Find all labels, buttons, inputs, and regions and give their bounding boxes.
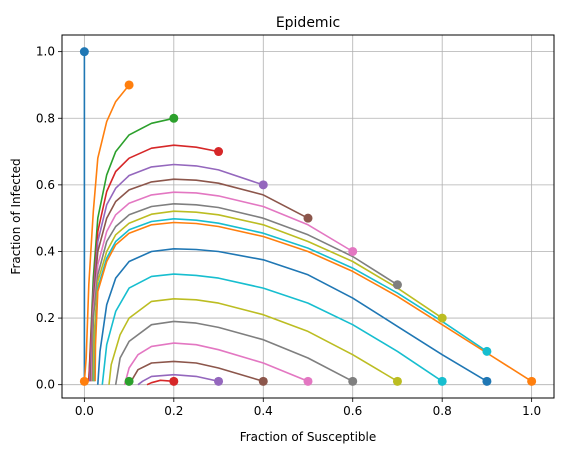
series-line-15 <box>123 342 309 385</box>
start-point-13 <box>392 376 402 386</box>
start-point-14 <box>348 376 358 386</box>
start-point-9 <box>482 346 492 356</box>
start-point-7 <box>392 280 402 290</box>
start-point-11 <box>482 376 492 386</box>
chart-title: Epidemic <box>276 15 340 31</box>
y-tick-label: 0.0 <box>36 378 55 392</box>
start-markers <box>79 47 537 386</box>
start-point-15 <box>303 376 313 386</box>
x-tick-label: 0.0 <box>75 404 94 418</box>
x-tick-label: 1.0 <box>522 404 541 418</box>
series-lines <box>83 51 533 386</box>
start-point-19 <box>124 376 134 386</box>
start-point-0 <box>79 47 89 57</box>
series-line-11 <box>97 248 488 385</box>
start-point-10 <box>527 376 537 386</box>
series-line-9 <box>93 218 488 382</box>
series-line-5 <box>89 178 309 382</box>
series-line-7 <box>91 203 398 382</box>
start-point-16 <box>258 376 268 386</box>
series-line-17 <box>137 373 219 386</box>
start-point-20 <box>79 376 89 386</box>
start-point-17 <box>214 376 224 386</box>
y-tick-label: 1.0 <box>36 45 55 59</box>
start-point-1 <box>124 80 134 90</box>
start-point-12 <box>437 376 447 386</box>
start-point-4 <box>258 180 268 190</box>
y-tick-label: 0.6 <box>36 178 55 192</box>
series-line-12 <box>101 273 443 385</box>
x-axis-label: Fraction of Susceptible <box>240 430 377 444</box>
series-line-16 <box>128 360 264 386</box>
series-line-13 <box>108 297 398 385</box>
y-axis-label: Fraction of Infected <box>9 158 23 274</box>
start-point-8 <box>437 313 447 323</box>
x-tick-label: 0.4 <box>254 404 273 418</box>
x-tick-label: 0.6 <box>343 404 362 418</box>
x-tick-label: 0.2 <box>164 404 183 418</box>
x-tick-label: 0.8 <box>433 404 452 418</box>
series-line-8 <box>92 210 443 382</box>
series-line-18 <box>146 379 174 386</box>
y-tick-label: 0.4 <box>36 244 55 258</box>
start-point-6 <box>348 246 358 256</box>
start-point-18 <box>169 376 179 386</box>
start-point-3 <box>214 147 224 157</box>
series-line-10 <box>94 221 533 382</box>
axes-frame <box>61 34 555 399</box>
series-line-1 <box>83 84 130 382</box>
series-line-14 <box>114 320 354 385</box>
y-tick-label: 0.8 <box>36 111 55 125</box>
y-tick-label: 0.2 <box>36 311 55 325</box>
series-line-6 <box>90 191 354 382</box>
start-point-5 <box>303 213 313 223</box>
start-point-2 <box>169 113 179 123</box>
axis-ticks: 0.0 0.2 0.4 0.6 0.8 1.0 0.0 0.2 0.4 0.6 0.8 1.0 <box>36 45 541 418</box>
series-line-2 <box>88 117 174 382</box>
